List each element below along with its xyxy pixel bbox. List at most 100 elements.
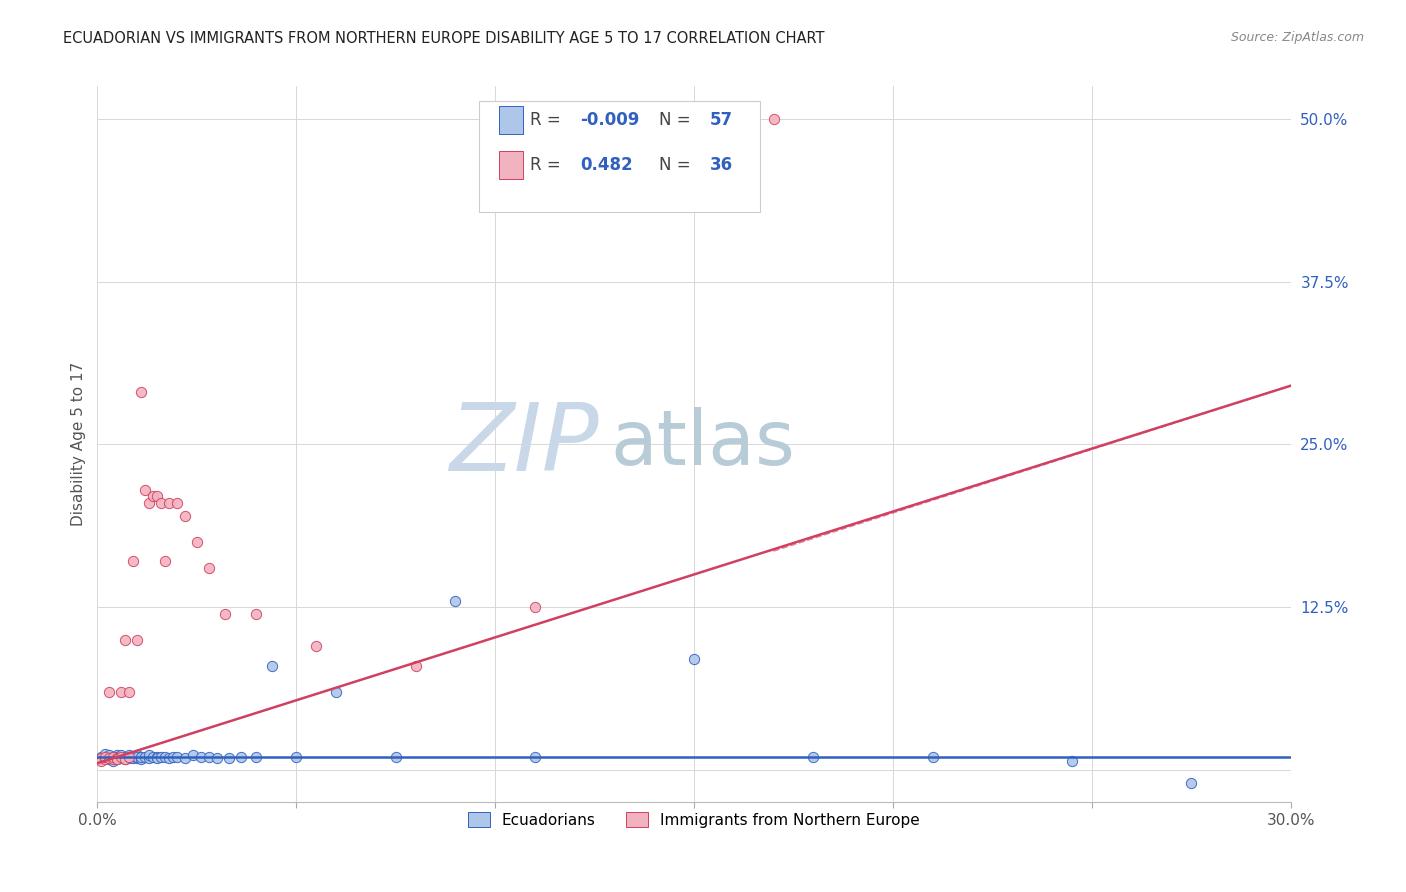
- Point: [103, 752, 125, 766]
- Point: [138, 748, 160, 763]
- Point: [118, 751, 141, 765]
- Point: [138, 751, 160, 765]
- Point: [173, 751, 195, 765]
- Point: [150, 749, 173, 764]
- Text: N =: N =: [659, 111, 696, 129]
- Point: [98, 751, 121, 765]
- Point: [245, 607, 267, 621]
- Point: [683, 652, 706, 666]
- FancyBboxPatch shape: [479, 101, 759, 211]
- Point: [118, 749, 141, 764]
- Text: ECUADORIAN VS IMMIGRANTS FROM NORTHERN EUROPE DISABILITY AGE 5 TO 17 CORRELATION: ECUADORIAN VS IMMIGRANTS FROM NORTHERN E…: [63, 31, 825, 46]
- Text: Source: ZipAtlas.com: Source: ZipAtlas.com: [1230, 31, 1364, 45]
- Point: [405, 658, 427, 673]
- Point: [129, 752, 152, 766]
- Point: [110, 749, 132, 764]
- Point: [103, 754, 125, 768]
- Point: [146, 751, 169, 765]
- Y-axis label: Disability Age 5 to 17: Disability Age 5 to 17: [72, 362, 86, 526]
- Text: -0.009: -0.009: [581, 111, 640, 129]
- Point: [173, 508, 195, 523]
- Point: [114, 749, 136, 764]
- Text: R =: R =: [530, 111, 567, 129]
- Point: [186, 535, 208, 549]
- Bar: [499, 151, 523, 179]
- Point: [94, 751, 117, 765]
- Text: N =: N =: [659, 156, 696, 174]
- Point: [134, 749, 156, 764]
- Point: [127, 748, 149, 763]
- Text: R =: R =: [530, 156, 567, 174]
- Point: [523, 600, 546, 615]
- Point: [921, 749, 943, 764]
- Point: [103, 751, 125, 765]
- Point: [157, 751, 180, 765]
- Point: [110, 751, 132, 765]
- Point: [384, 749, 406, 764]
- Point: [127, 632, 149, 647]
- Point: [197, 561, 219, 575]
- Point: [205, 751, 228, 765]
- Point: [1180, 776, 1202, 790]
- Text: 57: 57: [710, 111, 733, 129]
- Legend: Ecuadorians, Immigrants from Northern Europe: Ecuadorians, Immigrants from Northern Eu…: [463, 806, 925, 834]
- Point: [129, 749, 152, 764]
- Text: atlas: atlas: [610, 408, 796, 482]
- Point: [197, 749, 219, 764]
- Point: [105, 752, 128, 766]
- Point: [122, 749, 145, 764]
- Point: [94, 749, 117, 764]
- Point: [153, 554, 176, 568]
- Point: [122, 751, 145, 765]
- Point: [118, 749, 141, 764]
- Point: [166, 749, 188, 764]
- Point: [153, 749, 176, 764]
- Point: [105, 751, 128, 765]
- Point: [90, 751, 112, 765]
- Point: [229, 749, 252, 764]
- Point: [142, 489, 165, 503]
- Point: [325, 684, 347, 698]
- Point: [110, 748, 132, 763]
- Point: [181, 748, 204, 763]
- Point: [134, 483, 156, 497]
- Point: [1060, 754, 1083, 768]
- Point: [90, 749, 112, 764]
- Point: [146, 749, 169, 764]
- Point: [114, 752, 136, 766]
- Point: [127, 749, 149, 764]
- Point: [118, 684, 141, 698]
- Point: [94, 747, 117, 761]
- Point: [98, 684, 121, 698]
- Point: [129, 385, 152, 400]
- Point: [105, 749, 128, 764]
- Point: [157, 496, 180, 510]
- Point: [162, 749, 184, 764]
- Point: [801, 749, 824, 764]
- Text: 0.482: 0.482: [581, 156, 633, 174]
- Text: 36: 36: [710, 156, 733, 174]
- Point: [105, 748, 128, 763]
- Point: [127, 751, 149, 765]
- Point: [110, 684, 132, 698]
- Point: [166, 496, 188, 510]
- Point: [762, 112, 785, 126]
- Point: [262, 658, 284, 673]
- Point: [90, 754, 112, 768]
- Point: [285, 749, 308, 764]
- Point: [114, 632, 136, 647]
- Point: [98, 752, 121, 766]
- Point: [190, 749, 212, 764]
- Point: [105, 752, 128, 766]
- Point: [142, 749, 165, 764]
- Point: [122, 554, 145, 568]
- Point: [94, 752, 117, 766]
- Bar: [499, 105, 523, 135]
- Point: [138, 496, 160, 510]
- Point: [118, 748, 141, 763]
- Point: [444, 593, 467, 607]
- Point: [98, 749, 121, 764]
- Point: [146, 489, 169, 503]
- Point: [305, 639, 328, 653]
- Point: [150, 496, 173, 510]
